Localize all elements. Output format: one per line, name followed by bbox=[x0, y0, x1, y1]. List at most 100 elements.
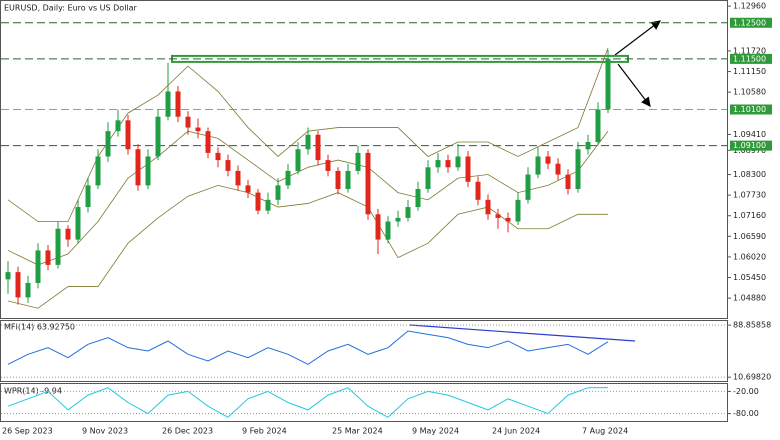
candle-body bbox=[435, 160, 441, 168]
candle-body bbox=[465, 156, 471, 182]
bollinger-band bbox=[7, 130, 609, 266]
candle-body bbox=[565, 174, 571, 189]
level-label-box bbox=[730, 140, 772, 151]
candle-body bbox=[295, 149, 301, 171]
candle-body bbox=[65, 228, 71, 240]
mfi-panel bbox=[0, 320, 728, 382]
y-tick-label: 10.69820 bbox=[733, 373, 771, 382]
candle-body bbox=[385, 221, 391, 240]
candle-body bbox=[365, 152, 371, 215]
y-tick-label: 1.09410 bbox=[733, 130, 766, 139]
candle-body bbox=[305, 134, 311, 150]
mfi-title: MFI(14) 63.92750 bbox=[4, 323, 75, 332]
y-tick-label: -80.00 bbox=[733, 409, 759, 418]
candle-body bbox=[125, 120, 131, 150]
y-tick-label: 1.05450 bbox=[733, 273, 766, 282]
candle-body bbox=[215, 152, 221, 161]
candle-body bbox=[355, 152, 361, 171]
candle-body bbox=[325, 160, 331, 171]
main-panel bbox=[0, 0, 728, 319]
arrow-down bbox=[617, 63, 651, 107]
arrow-up bbox=[614, 20, 661, 56]
level-label-box bbox=[730, 53, 772, 64]
level-label-box bbox=[730, 104, 772, 115]
indicator-line bbox=[7, 330, 609, 365]
y-tick-label: 1.07160 bbox=[733, 211, 766, 220]
candle-body bbox=[575, 149, 581, 189]
candle-body bbox=[5, 272, 11, 280]
candle-body bbox=[185, 116, 191, 128]
candle-body bbox=[105, 131, 111, 157]
y-tick-label: -20.00 bbox=[733, 387, 759, 396]
level-label: 1.10100 bbox=[733, 105, 766, 114]
candle-body bbox=[255, 192, 261, 211]
candle-body bbox=[55, 228, 61, 265]
candle-body bbox=[505, 217, 511, 222]
candle-body bbox=[595, 109, 601, 143]
level-label-box bbox=[730, 17, 772, 28]
candle-body bbox=[485, 199, 491, 215]
candle-body bbox=[275, 185, 281, 200]
candle-body bbox=[545, 156, 551, 164]
y-tick-label: 1.12960 bbox=[733, 2, 766, 11]
level-label: 1.09100 bbox=[733, 141, 766, 150]
candle-body bbox=[135, 149, 141, 186]
candle-body bbox=[75, 207, 81, 240]
y-tick-label: 1.08300 bbox=[733, 170, 766, 179]
wpr-panel bbox=[0, 383, 728, 422]
candle-body bbox=[405, 207, 411, 218]
y-tick-label: 1.11150 bbox=[733, 67, 766, 76]
candle-body bbox=[35, 250, 41, 283]
candle-body bbox=[115, 120, 121, 132]
candle-body bbox=[555, 163, 561, 175]
candle-body bbox=[195, 127, 201, 132]
y-tick-label: 1.06590 bbox=[733, 232, 766, 241]
level-label: 1.12500 bbox=[733, 18, 766, 27]
x-tick-label: 24 Jun 2024 bbox=[492, 427, 540, 436]
candle-body bbox=[425, 167, 431, 189]
candle-body bbox=[205, 131, 211, 153]
candle-body bbox=[245, 185, 251, 193]
candle-body bbox=[145, 156, 151, 186]
candle-body bbox=[345, 170, 351, 189]
candle-body bbox=[535, 156, 541, 175]
candle-body bbox=[315, 134, 321, 161]
candle-body bbox=[15, 272, 21, 298]
y-tick-label: 1.04880 bbox=[733, 294, 766, 303]
candle-body bbox=[475, 181, 481, 200]
candle-body bbox=[605, 58, 611, 110]
chart-title: EURUSD, Daily: Euro vs US Dollar bbox=[4, 4, 138, 13]
y-tick-label: 1.06020 bbox=[733, 252, 766, 261]
candle-body bbox=[455, 156, 461, 168]
candle-body bbox=[585, 142, 591, 150]
candle-body bbox=[265, 199, 271, 211]
x-tick-label: 9 Nov 2023 bbox=[82, 427, 128, 436]
candle-body bbox=[45, 250, 51, 265]
wpr-title: WPR(14) -9.94 bbox=[4, 387, 62, 396]
candle-body bbox=[285, 170, 291, 186]
y-tick-label: 1.10580 bbox=[733, 88, 766, 97]
x-tick-label: 26 Sep 2023 bbox=[2, 427, 53, 436]
candle-body bbox=[85, 185, 91, 208]
x-tick-label: 9 May 2024 bbox=[412, 427, 459, 436]
candle-body bbox=[495, 214, 501, 218]
candle-body bbox=[25, 282, 31, 298]
x-tick-label: 25 Mar 2024 bbox=[332, 427, 383, 436]
candle-body bbox=[415, 188, 421, 208]
x-tick-label: 9 Feb 2024 bbox=[242, 427, 287, 436]
candle-body bbox=[95, 156, 101, 186]
x-tick-label: 7 Aug 2024 bbox=[582, 427, 628, 436]
candle-body bbox=[515, 199, 521, 222]
y-tick-label: 88.85858 bbox=[733, 321, 771, 330]
trend-line bbox=[409, 324, 636, 342]
y-tick-label: 1.07730 bbox=[733, 191, 766, 200]
y-tick-label: 1.11720 bbox=[733, 46, 766, 55]
candle-body bbox=[155, 116, 161, 157]
candle-body bbox=[335, 170, 341, 189]
candle-body bbox=[235, 170, 241, 186]
candle-body bbox=[225, 160, 231, 171]
level-label: 1.11500 bbox=[733, 54, 766, 63]
candle-body bbox=[525, 174, 531, 200]
candle-body bbox=[375, 214, 381, 240]
